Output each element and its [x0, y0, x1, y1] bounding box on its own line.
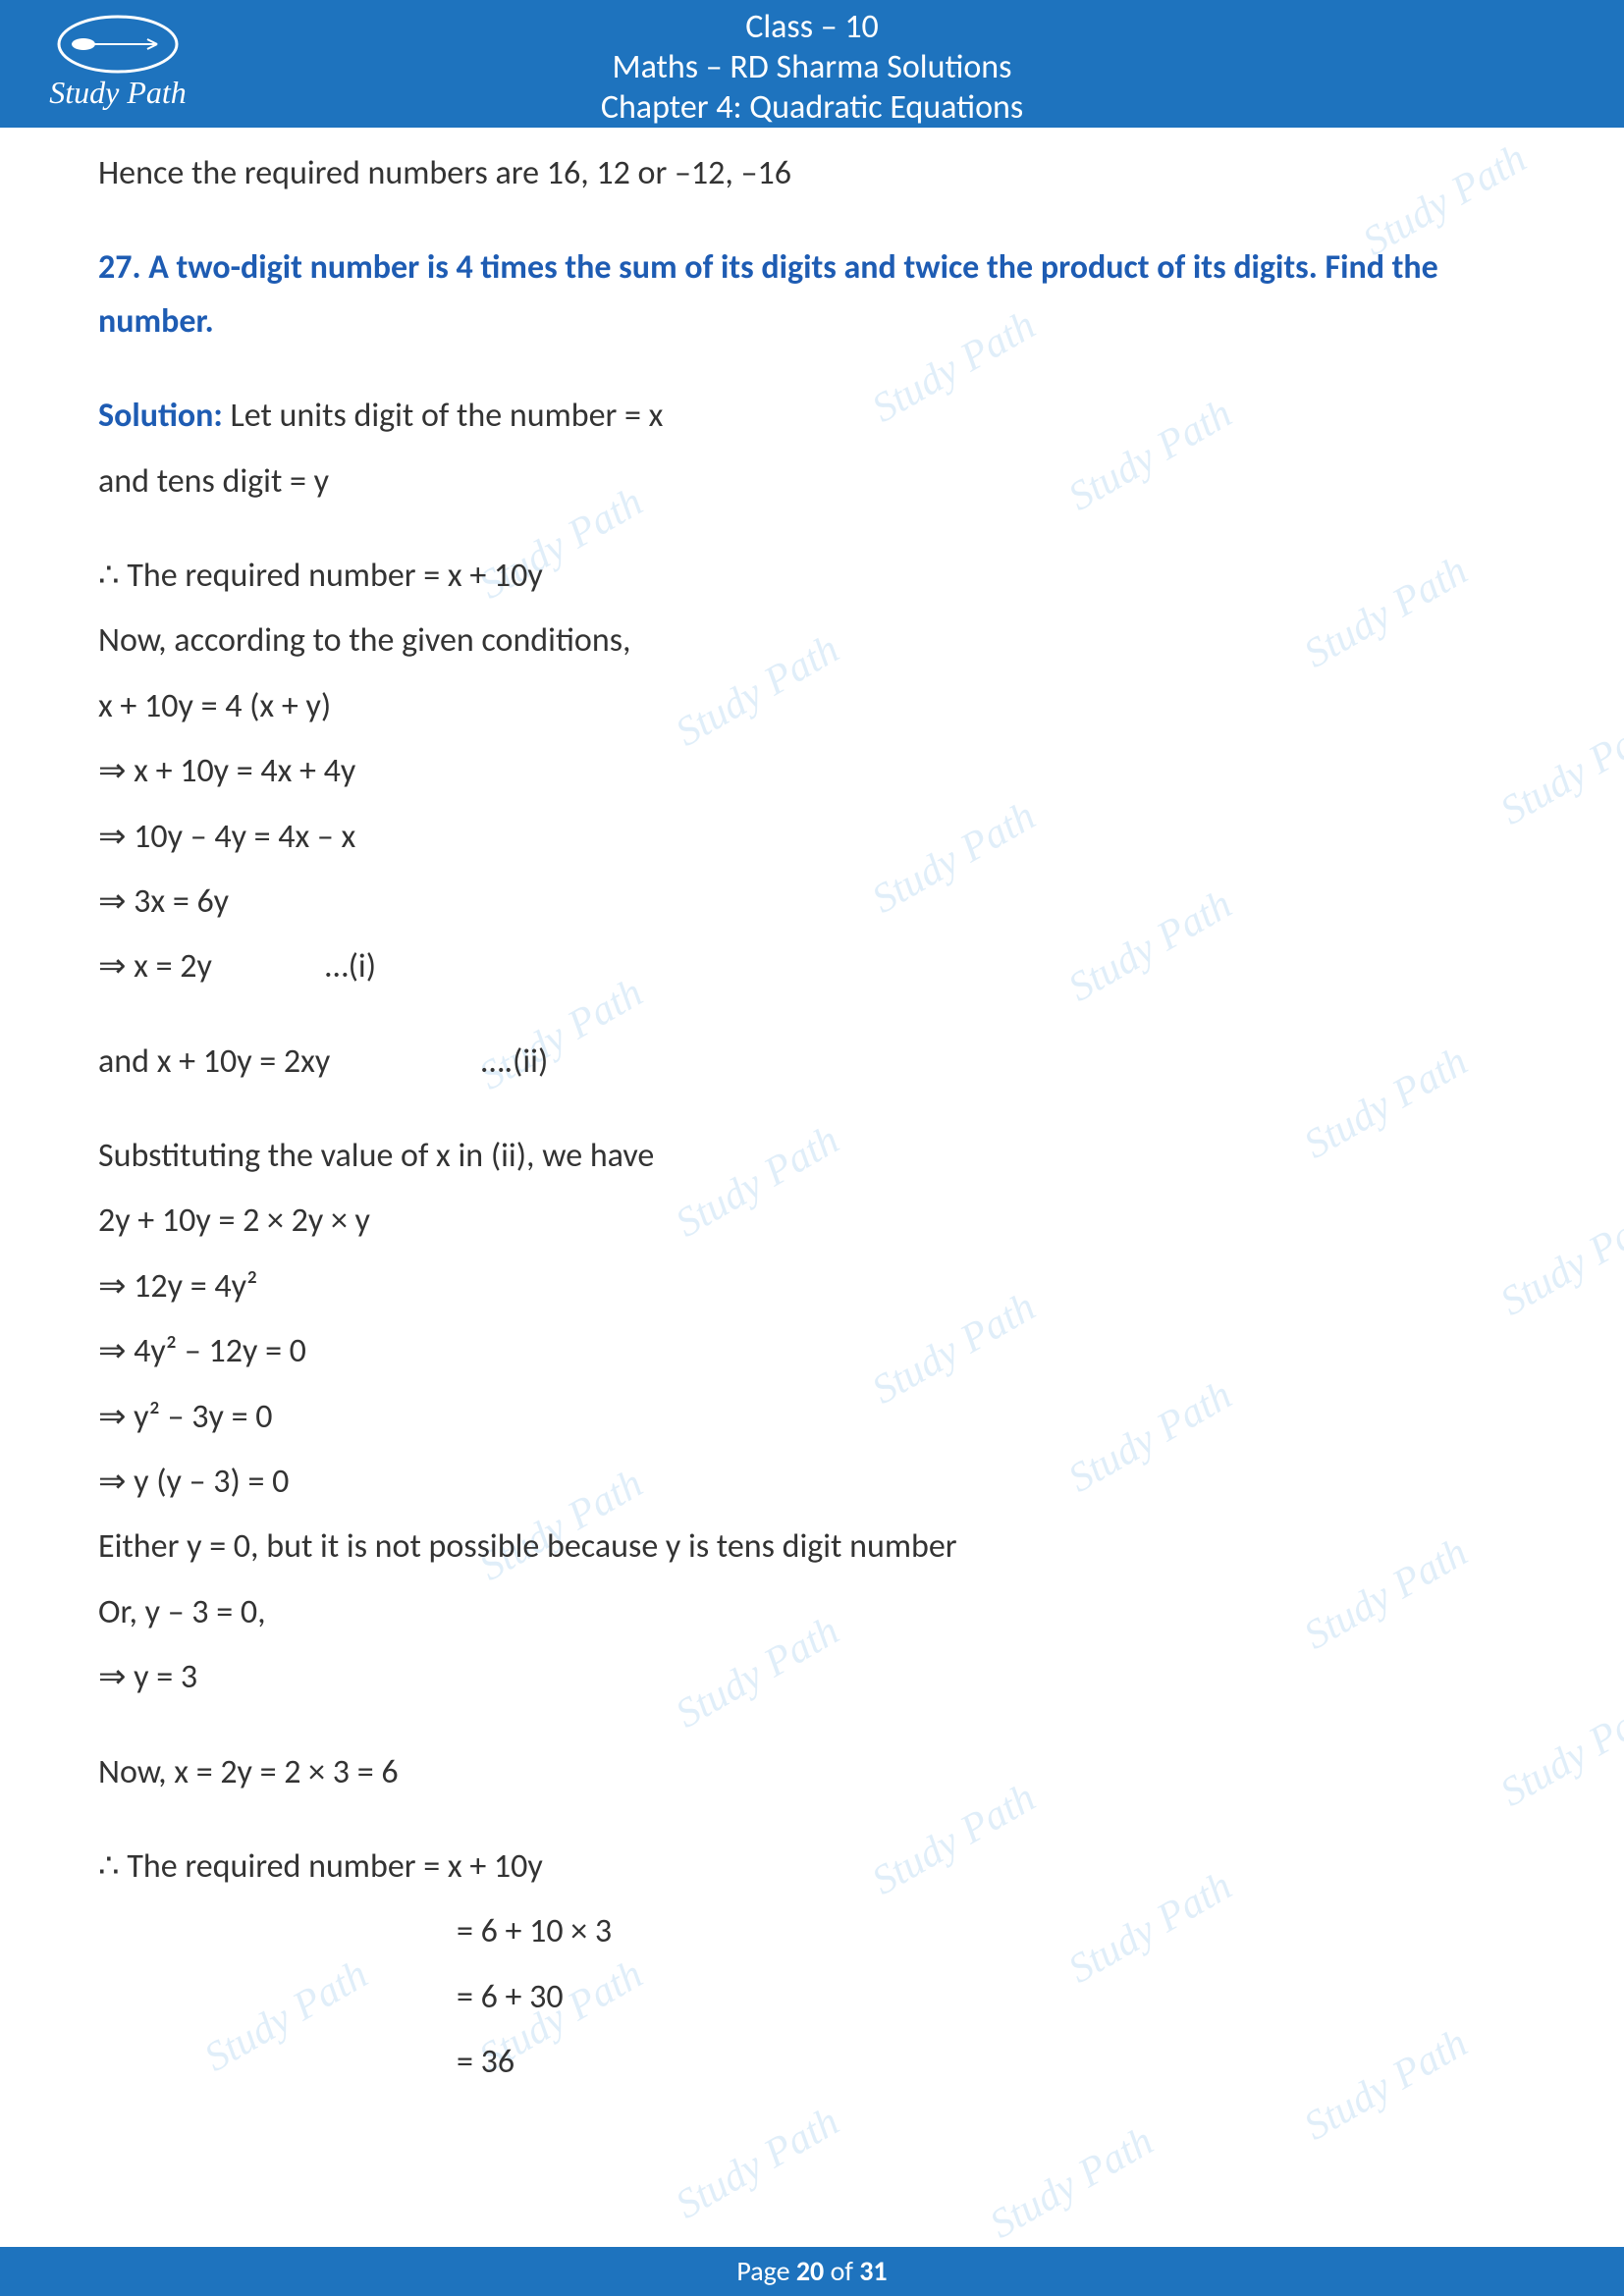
watermark-text: Study Path [668, 2098, 847, 2228]
svg-text:Study Path: Study Path [49, 75, 187, 110]
footer-total-pages: 31 [859, 2254, 887, 2288]
question-text: 27. A two-digit number is 4 times the su… [98, 241, 1526, 348]
footer-prefix: Page [736, 2254, 795, 2288]
solution-label: Solution: [98, 396, 223, 436]
solution-line: Substituting the value of x in (ii), we … [98, 1130, 1526, 1183]
page-footer: Page 20 of 31 [0, 2247, 1624, 2296]
solution-line: Solution: Let units digit of the number … [98, 390, 1526, 443]
solution-line: ⇒ y² – 3y = 0 [98, 1391, 1526, 1444]
page-header: Study Path Class – 10 Maths – RD Sharma … [0, 0, 1624, 128]
solution-line: = 6 + 30 [98, 1971, 1526, 2024]
solution-line: Or, y – 3 = 0, [98, 1586, 1526, 1639]
solution-line: ⇒ 3x = 6y [98, 876, 1526, 929]
solution-line: = 6 + 10 × 3 [98, 1905, 1526, 1958]
solution-line: ⇒ 10y – 4y = 4x – x [98, 811, 1526, 864]
solution-line: ∴ The required number = x + 10y [98, 550, 1526, 603]
solution-text: Let units digit of the number = x [223, 396, 664, 436]
solution-line: ⇒ 12y = 4y² [98, 1260, 1526, 1313]
header-class: Class – 10 [0, 8, 1624, 48]
header-chapter: Chapter 4: Quadratic Equations [0, 88, 1624, 129]
solution-line: 2y + 10y = 2 × 2y × y [98, 1195, 1526, 1248]
solution-line: Now, according to the given conditions, [98, 614, 1526, 667]
solution-line: Now, x = 2y = 2 × 3 = 6 [98, 1746, 1526, 1799]
solution-line: = 36 [98, 2036, 1526, 2089]
solution-line: ⇒ y = 3 [98, 1651, 1526, 1704]
footer-mid: of [824, 2254, 859, 2288]
page-content: Hence the required numbers are 16, 12 or… [0, 128, 1624, 2090]
solution-line: Either y = 0, but it is not possible bec… [98, 1521, 1526, 1574]
prev-answer-text: Hence the required numbers are 16, 12 or… [98, 147, 1526, 200]
watermark-text: Study Path [982, 2117, 1162, 2248]
solution-line: ⇒ x = 2y …(i) [98, 940, 1526, 993]
solution-line: and x + 10y = 2xy ….(ii) [98, 1036, 1526, 1089]
solution-line: and tens digit = y [98, 455, 1526, 508]
solution-line: ∴ The required number = x + 10y [98, 1841, 1526, 1894]
header-subject: Maths – RD Sharma Solutions [0, 48, 1624, 88]
footer-current-page: 20 [796, 2254, 824, 2288]
solution-line: x + 10y = 4 (x + y) [98, 680, 1526, 733]
solution-line: ⇒ 4y² – 12y = 0 [98, 1325, 1526, 1378]
solution-line: ⇒ x + 10y = 4x + 4y [98, 745, 1526, 798]
solution-line: ⇒ y (y – 3) = 0 [98, 1456, 1526, 1509]
study-path-logo: Study Path [29, 10, 206, 118]
